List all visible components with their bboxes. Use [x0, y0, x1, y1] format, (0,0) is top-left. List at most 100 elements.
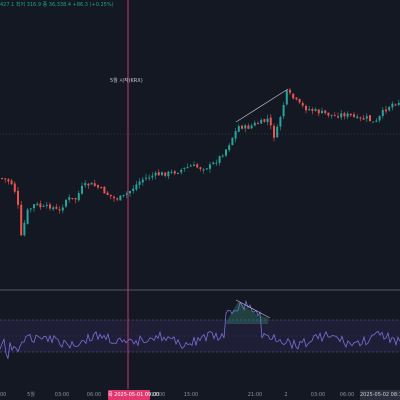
candle-body — [372, 121, 375, 123]
candlestick-series — [1, 87, 400, 237]
candle-body — [237, 126, 240, 132]
ohlc-legend: 427.1 최저 316.9 종 36,338.4 +86.3 (+0.25%) — [0, 2, 114, 8]
candle-body — [311, 109, 314, 111]
candle-body — [205, 168, 208, 170]
candle-body — [292, 93, 295, 99]
candle-body — [343, 113, 346, 117]
candle-body — [365, 116, 368, 119]
time-tick: 2 — [284, 392, 288, 398]
candle-body — [359, 117, 362, 119]
candle-body — [225, 149, 227, 156]
time-tick: 03:00 — [310, 392, 326, 398]
candle-body — [29, 208, 32, 210]
candle-body — [209, 164, 211, 169]
candle-body — [253, 122, 256, 126]
candle-body — [362, 118, 365, 120]
candle-body — [93, 183, 96, 187]
candle-body — [193, 164, 195, 167]
candle-body — [397, 102, 400, 105]
time-tick: 12:00 — [150, 392, 166, 398]
time-tick: 5월 — [27, 392, 35, 398]
session-start-annotation: 5월 시작(KRX) — [110, 78, 143, 84]
candle-body — [77, 193, 80, 201]
candle-body — [375, 120, 378, 122]
time-tick: 00 — [0, 392, 7, 398]
candle-body — [164, 172, 167, 176]
candle-body — [250, 125, 253, 129]
candle-body — [122, 194, 125, 196]
indicator-trend-line[interactable] — [235, 299, 271, 319]
candle-body — [87, 183, 90, 186]
candle-body — [391, 103, 394, 108]
candle-body — [266, 118, 269, 123]
candle-body — [295, 97, 298, 100]
candle-body — [202, 169, 205, 171]
candle-body — [308, 109, 311, 111]
candle-body — [49, 204, 51, 209]
time-tick: 06:00 — [339, 392, 355, 398]
candle-body — [279, 117, 282, 127]
candle-body — [218, 156, 221, 163]
candle-body — [113, 196, 115, 199]
candle-body — [58, 209, 61, 211]
candle-body — [167, 171, 170, 177]
candle-body — [263, 119, 266, 122]
candle-body — [1, 178, 3, 180]
candle-body — [234, 131, 237, 139]
time-tick: 21:00 — [247, 392, 263, 398]
candle-body — [212, 162, 215, 165]
candle-body — [317, 109, 320, 114]
price-trend-line[interactable] — [235, 88, 289, 123]
candle-body — [330, 114, 333, 116]
candle-body — [109, 194, 112, 197]
candle-body — [13, 183, 16, 192]
candle-body — [90, 182, 93, 185]
candle-body — [135, 184, 138, 190]
candle-body — [61, 207, 64, 211]
candle-body — [381, 109, 384, 116]
candle-body — [340, 113, 343, 118]
candle-body — [65, 200, 67, 207]
candle-body — [305, 105, 307, 111]
candle-body — [241, 125, 243, 129]
candle-body — [52, 207, 55, 210]
candle-body — [74, 198, 77, 200]
candle-body — [68, 197, 71, 200]
candle-body — [221, 155, 224, 157]
time-tick: 06:00 — [86, 392, 102, 398]
candle-body — [100, 187, 103, 189]
candle-body — [388, 106, 391, 111]
candle-body — [369, 115, 371, 122]
time-tick: 03:00 — [54, 392, 70, 398]
candle-body — [337, 116, 339, 118]
candle-body — [45, 204, 48, 206]
time-axis[interactable] — [0, 389, 400, 400]
candle-body — [36, 203, 39, 206]
candle-body — [141, 179, 144, 183]
candle-body — [116, 198, 119, 200]
candle-body — [39, 203, 42, 208]
candle-body — [106, 192, 109, 195]
candle-body — [324, 110, 327, 114]
candle-body — [81, 185, 83, 194]
candle-body — [215, 162, 218, 164]
candle-body — [170, 171, 173, 173]
candle-body — [282, 104, 285, 117]
candle-body — [301, 103, 304, 106]
candle-body — [285, 90, 288, 105]
candle-body — [26, 209, 29, 224]
candle-body — [161, 172, 163, 176]
candle-body — [55, 206, 58, 209]
indicator-line — [0, 299, 400, 359]
candle-body — [173, 171, 176, 174]
candle-body — [314, 109, 317, 111]
candle-body — [148, 177, 151, 179]
candle-body — [154, 172, 157, 176]
time-tick: 15:00 — [183, 392, 199, 398]
candle-body — [97, 185, 99, 188]
candle-body — [244, 125, 247, 129]
candle-body — [180, 169, 183, 173]
indicator-highlight-fill — [226, 302, 268, 324]
candle-body — [378, 115, 381, 121]
